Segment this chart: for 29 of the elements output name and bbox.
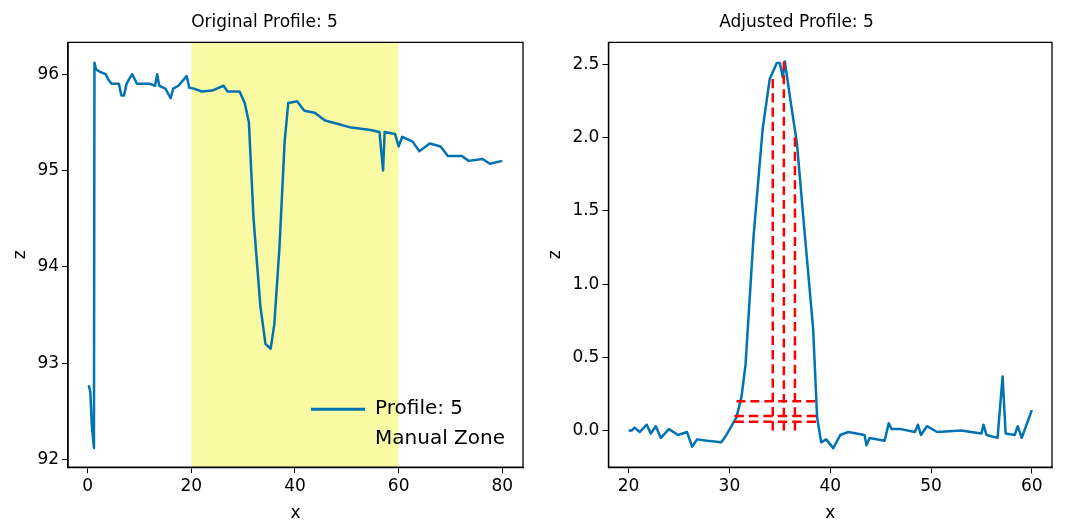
x-tick-label: 50 bbox=[920, 474, 942, 495]
x-tick-label: 40 bbox=[284, 474, 306, 495]
y-tick-label: 1.0 bbox=[572, 272, 600, 293]
band-label: Manual Zone bbox=[375, 425, 505, 450]
y-tick-label: 96 bbox=[37, 62, 60, 83]
y-tick-label: 93 bbox=[37, 351, 60, 372]
y-tick-label: 0.0 bbox=[572, 419, 600, 439]
legend-label: Profile: 5 bbox=[375, 395, 464, 420]
y-tick-label: 0.5 bbox=[572, 345, 600, 366]
x-tick-label: 0 bbox=[82, 474, 94, 495]
y-tick-label: 1.5 bbox=[572, 199, 600, 220]
x-tick-label: 20 bbox=[617, 474, 640, 495]
x-tick-label: 80 bbox=[491, 474, 514, 495]
y-tick-label: 95 bbox=[37, 158, 60, 179]
x-axis-title: x bbox=[825, 502, 836, 523]
y-axis-title: z bbox=[8, 250, 29, 260]
y-tick-label: 94 bbox=[37, 255, 60, 276]
x-axis-title: x bbox=[290, 502, 301, 523]
y-tick-label: 2.0 bbox=[572, 126, 600, 147]
y-tick-label: 92 bbox=[37, 447, 60, 468]
x-tick-label: 40 bbox=[819, 474, 842, 495]
chart-title: Original Profile: 5 bbox=[191, 10, 338, 31]
x-tick-label: 60 bbox=[1021, 474, 1043, 495]
chart-title: Adjusted Profile: 5 bbox=[719, 10, 874, 31]
x-tick-label: 20 bbox=[180, 474, 203, 495]
y-tick-label: 2.5 bbox=[572, 52, 600, 73]
x-tick-label: 30 bbox=[718, 474, 741, 495]
y-axis-title: z bbox=[543, 250, 564, 260]
x-tick-label: 60 bbox=[387, 474, 410, 495]
